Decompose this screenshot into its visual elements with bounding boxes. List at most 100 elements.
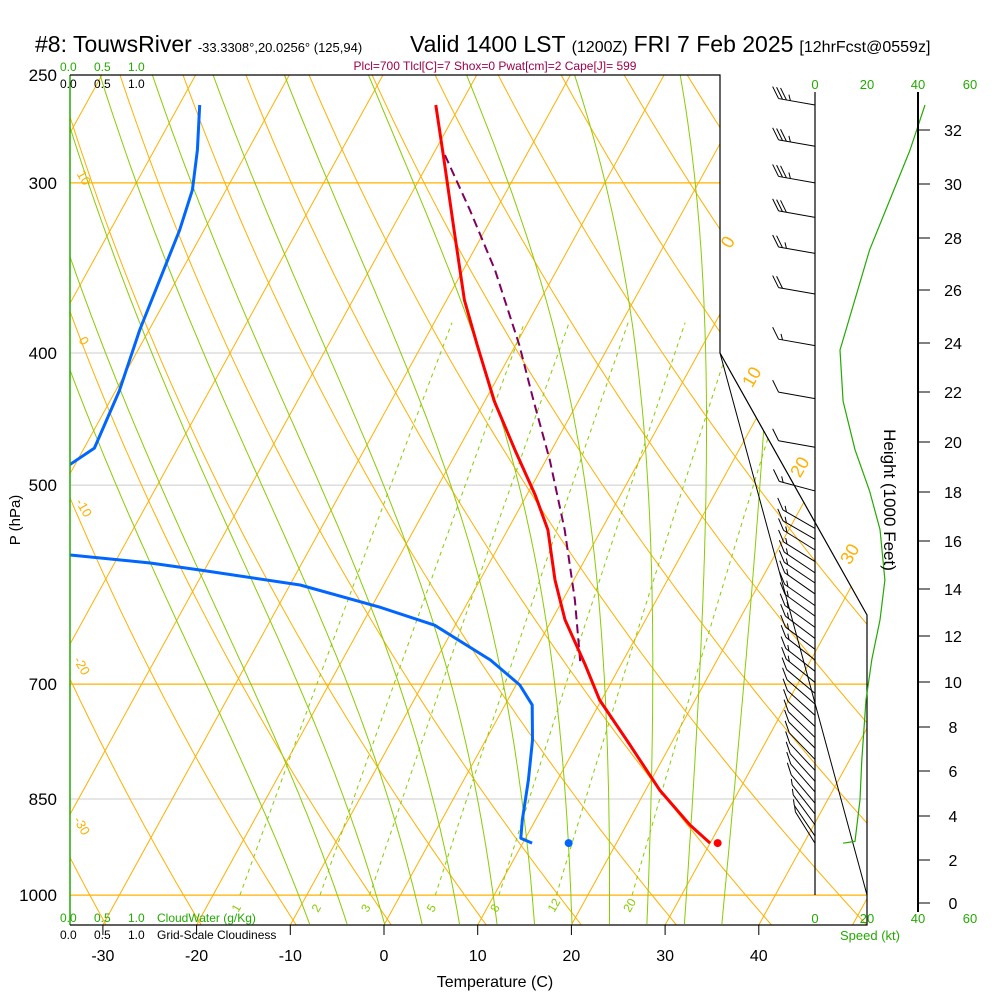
wind-barb-shaft [778, 98, 816, 106]
wind-barb-feather [772, 86, 780, 99]
wind-barb-half-feather [788, 94, 791, 101]
parcel-curve [443, 154, 582, 665]
wind-barb [792, 799, 816, 837]
isotherm-line [477, 75, 867, 925]
pressure-tick-label: 300 [29, 174, 57, 193]
wind-barb [791, 788, 816, 826]
wind-barb-half-feather [788, 135, 791, 143]
axes: 1 2 3 5 8 12 20100-10-20-300102030250300400500… [19, 66, 962, 965]
wind-barb-half-feather [785, 526, 788, 533]
isotherm-label: -30 [71, 814, 93, 838]
cloudwater-tick-top: 0.0 [60, 60, 77, 74]
wind-barb-feather [780, 625, 787, 638]
wind-barb-feather [776, 276, 783, 289]
cloudiness-label: Grid-Scale Cloudiness [157, 928, 276, 942]
moist-adiabat-line [70, 75, 348, 925]
wind-barb [778, 518, 816, 551]
dry-adiabat-label: 20 [786, 453, 813, 480]
wind-barb-feather [786, 751, 792, 765]
wind-barb [783, 699, 816, 738]
wind-barb-feather [778, 518, 785, 531]
temperature-tick-label: 30 [656, 948, 674, 965]
wind-barb-feather [779, 560, 786, 573]
wind-barb-shaft [790, 763, 816, 793]
wind-barb-feather [780, 614, 786, 628]
wind-barb [785, 731, 816, 771]
height-tick-label: 14 [944, 582, 962, 599]
mixing-ratio-line [369, 322, 570, 896]
dry-adiabat-line [70, 75, 122, 925]
wind-barb-feather [776, 235, 783, 248]
speed-tick: 20 [860, 911, 874, 926]
moist-adiabat-line [274, 75, 535, 925]
mixing-ratio-line [498, 322, 686, 896]
wind-barb-shaft [779, 480, 816, 492]
isotherm-line [289, 75, 759, 925]
wind-barb-feather [773, 469, 780, 482]
dry-adiabat-label: 10 [738, 363, 765, 390]
wind-barb-half-feather [786, 580, 789, 587]
wind-barb [780, 604, 816, 639]
wind-barb-feather [784, 709, 790, 723]
temperature-tick-label: -20 [185, 948, 208, 965]
wind-barb [785, 741, 816, 782]
wind-speed-curve [839, 104, 926, 844]
wind-barb-feather [786, 762, 792, 775]
height-tick-label: 32 [944, 123, 962, 140]
wind-barb [790, 778, 816, 815]
pressure-tick-label: 400 [29, 344, 57, 363]
wind-barb-feather [777, 508, 784, 521]
mixing-ratio-label: 3 [358, 901, 374, 914]
wind-barb-feather [780, 165, 787, 179]
grid-lines [70, 51, 1000, 952]
dry-adiabat-line [485, 75, 867, 925]
wind-barb [786, 751, 816, 793]
wind-barb-feather [780, 604, 786, 617]
wind-barb-feather [780, 128, 787, 142]
moist-adiabat-line [721, 75, 775, 925]
height-tick-label: 4 [949, 809, 958, 826]
temperature-tick-label: -30 [91, 948, 114, 965]
x-axis-label: Temperature (C) [437, 974, 553, 991]
cloudiness-tick: 0.0 [60, 928, 77, 942]
wind-barb-feather [780, 87, 787, 101]
height-tick-label: 30 [944, 177, 962, 194]
temperature-tick-label: 10 [469, 948, 487, 965]
speed-axis-bottom: 0 20 40 60 Speed (kt) [811, 911, 977, 943]
wind-barb-half-feather [794, 805, 796, 812]
wind-barb-shaft [786, 669, 816, 694]
wind-barb-feather [772, 164, 780, 177]
wind-barb-shaft [782, 509, 816, 529]
wind-barb-feather [780, 200, 787, 213]
cloudwater-tick: 1.0 [128, 911, 145, 925]
height-tick-label: 8 [949, 720, 958, 737]
mixing-ratio-label: 8 [487, 901, 503, 914]
dry-adiabat-line [423, 75, 867, 925]
cloudiness-tick-top: 0.0 [60, 77, 77, 91]
wind-barb-shaft [778, 210, 816, 218]
pressure-tick-label: 250 [29, 66, 57, 85]
dewpoint-curve [70, 104, 202, 467]
moist-adiabat-line [675, 75, 707, 925]
wind-barb-shaft [794, 811, 816, 844]
wind-barb [783, 689, 816, 727]
wind-barb [782, 667, 816, 705]
wind-barb-feather [776, 199, 783, 212]
wind-barb [772, 275, 816, 295]
cloudiness-tick-top: 1.0 [128, 77, 145, 91]
mixing-ratio-line [631, 322, 805, 896]
wind-barbs [772, 86, 816, 844]
cloudiness-tick-top: 0.5 [94, 77, 111, 91]
wind-barb-shaft [787, 690, 816, 716]
dry-adiabat-line [70, 75, 218, 925]
wind-barb-shaft [784, 583, 816, 607]
wind-barb-feather [781, 646, 787, 660]
dry-adiabat-line [984, 51, 1000, 952]
wind-barb-shaft [778, 287, 816, 295]
wind-barb-shaft [785, 626, 816, 650]
isotherm-label: 0 [76, 334, 93, 348]
wind-barb-shaft [788, 711, 816, 738]
temperature-curve [434, 104, 712, 845]
wind-barb-feather [778, 550, 785, 563]
